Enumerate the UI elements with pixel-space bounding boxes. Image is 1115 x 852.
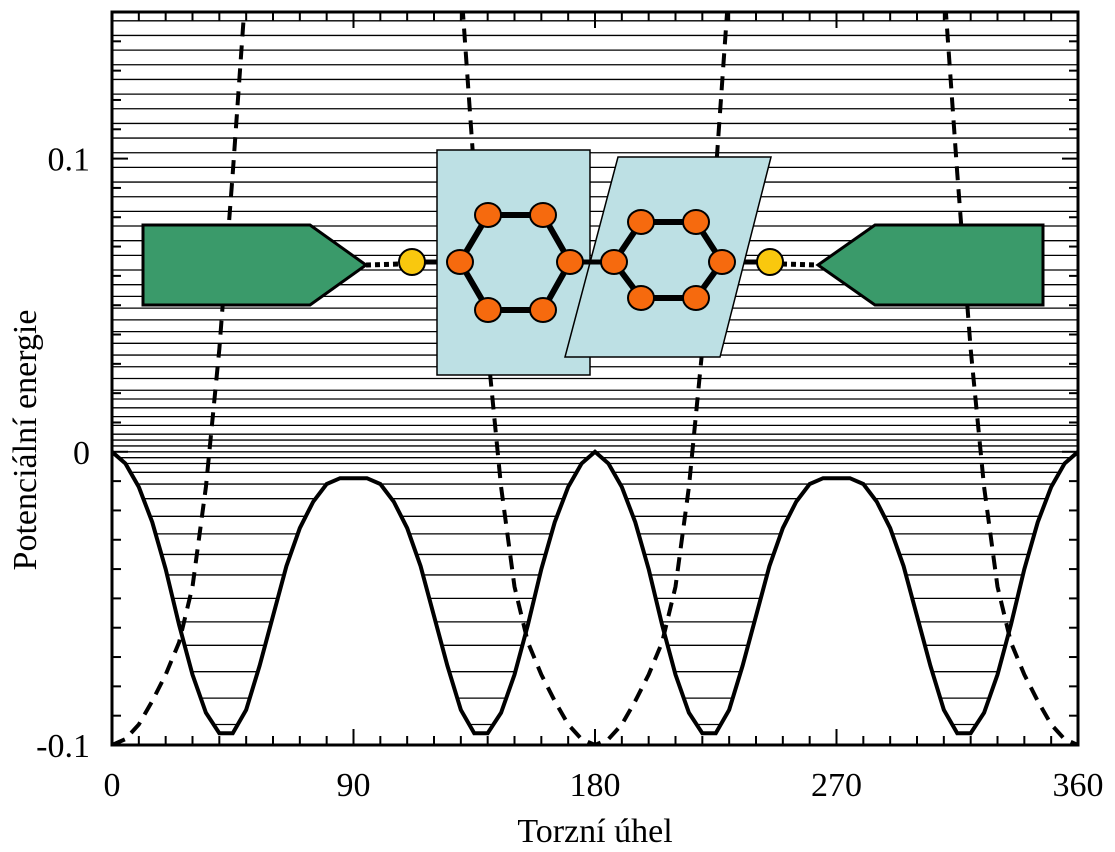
atom: [628, 210, 654, 234]
x-tick-label: 270: [811, 767, 862, 804]
right-arrow: [818, 225, 1043, 305]
left-arrow: [143, 225, 366, 305]
x-tick-label: 180: [570, 767, 621, 804]
atom: [683, 210, 709, 234]
atom: [601, 250, 627, 274]
atom: [399, 249, 425, 275]
atom: [757, 249, 783, 275]
y-tick-label: 0.1: [48, 142, 91, 179]
atom: [530, 203, 556, 227]
atom: [683, 286, 709, 310]
atom: [475, 203, 501, 227]
x-axis-label: Torzní úhel: [517, 813, 672, 850]
chart: Torzní úhel Potenciální energie 0 90 180 27…: [0, 0, 1115, 852]
plot-area: [112, 0, 1078, 745]
bond: [366, 264, 400, 265]
plane: [565, 157, 771, 357]
y-tick-label: 0: [73, 435, 90, 472]
molecule-illustration: [143, 150, 1043, 375]
atom: [557, 250, 583, 274]
series-line: [112, 452, 1078, 733]
energy-levels: [112, 21, 1078, 725]
atom: [628, 286, 654, 310]
atom: [709, 250, 735, 274]
bond: [782, 264, 818, 265]
x-tick-label: 90: [337, 767, 371, 804]
series-line: [112, 0, 1078, 745]
y-tick-label: -0.1: [36, 728, 90, 765]
y-axis-label: Potenciální energie: [7, 310, 44, 571]
atom: [475, 298, 501, 322]
atom: [447, 250, 473, 274]
plot-content: [112, 0, 1078, 745]
x-tick-label: 0: [104, 767, 121, 804]
atom: [530, 298, 556, 322]
x-tick-label: 360: [1053, 767, 1104, 804]
